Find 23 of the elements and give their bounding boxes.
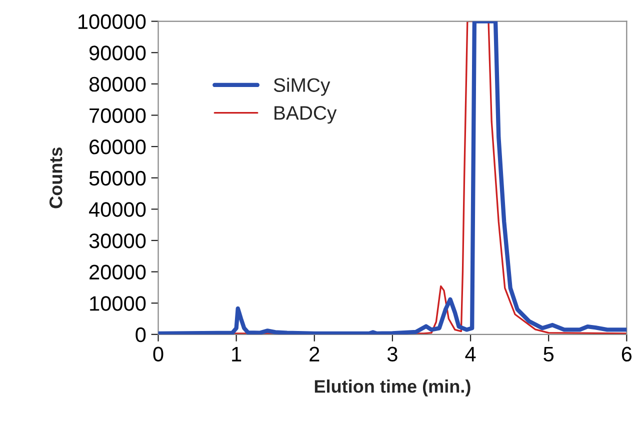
x-tick-label: 4 — [465, 346, 476, 362]
x-axis-title: Elution time (min.) — [314, 380, 470, 396]
y-tick-label: 0 — [136, 327, 146, 342]
legend-label: BADCy — [274, 106, 337, 124]
y-tick-label: 100000 — [78, 14, 146, 30]
line-series — [158, 21, 627, 334]
y-tick-label: 60000 — [90, 140, 146, 154]
y-tick-label: 10000 — [90, 296, 146, 311]
y-tick-label: 70000 — [90, 108, 146, 123]
y-tick-label: 40000 — [88, 202, 146, 217]
x-tick-label: 2 — [310, 346, 320, 362]
x-tick-label: 5 — [544, 346, 554, 362]
y-tick-label: 50000 — [89, 170, 146, 186]
x-tick-label: 1 — [232, 346, 242, 362]
legend-label: SiMCy — [274, 78, 330, 96]
y-tick-label: 90000 — [89, 46, 146, 60]
y-tick-label: 20000 — [90, 264, 146, 280]
x-tick-label: 6 — [622, 346, 632, 362]
y-tick-label: 80000 — [89, 76, 146, 92]
y-axis-title: Counts — [49, 148, 62, 208]
x-tick-label: 0 — [153, 346, 164, 362]
y-tick-label: 30000 — [89, 233, 146, 248]
x-tick-label: 3 — [387, 346, 398, 362]
